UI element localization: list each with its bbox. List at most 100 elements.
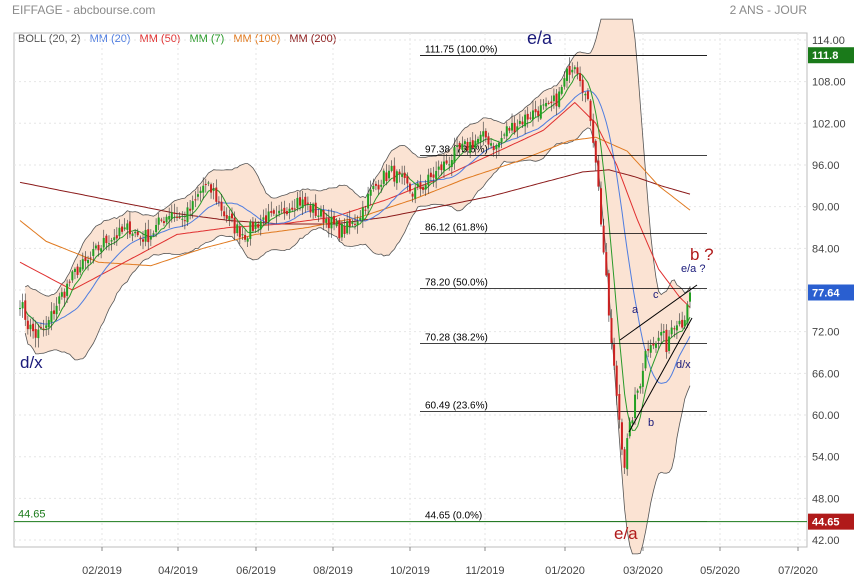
- y-tick-label: 96.00: [812, 160, 840, 172]
- candle-body: [228, 216, 231, 221]
- candle-body: [191, 201, 194, 210]
- candle-body: [299, 197, 302, 206]
- candle: [563, 71, 566, 90]
- candle-body: [270, 211, 273, 213]
- candle-body: [267, 211, 270, 222]
- candle-body: [152, 233, 155, 235]
- candle: [408, 182, 411, 194]
- candle-body: [550, 101, 553, 104]
- candle-body: [84, 257, 87, 262]
- candle-body: [121, 226, 124, 232]
- candle: [79, 260, 82, 276]
- candle: [325, 213, 328, 228]
- candle: [147, 219, 150, 250]
- candle: [594, 139, 597, 171]
- candle-body: [668, 336, 671, 351]
- candle: [60, 287, 63, 300]
- fib-level-label: 97.38 (73.6%): [425, 144, 488, 155]
- candle-body: [142, 239, 145, 242]
- candle: [333, 211, 336, 231]
- candle: [113, 229, 116, 246]
- candle-body: [594, 140, 597, 163]
- candle-body: [157, 217, 160, 225]
- candle-body: [238, 226, 241, 238]
- candle-body: [155, 224, 158, 233]
- candle: [230, 207, 233, 223]
- candle: [372, 178, 375, 192]
- x-tick-label: 07/2020: [778, 565, 818, 577]
- candle: [364, 205, 367, 215]
- fibonacci-levels: 111.75 (100.0%) 97.38 (73.6%) 86.12 (61.8%…: [14, 45, 807, 523]
- candle: [461, 136, 464, 152]
- candle-body: [73, 268, 76, 272]
- candle-body: [416, 183, 419, 187]
- candle-body: [278, 210, 281, 214]
- candle-body: [21, 302, 24, 309]
- candle: [605, 242, 608, 278]
- fib-level-label: 78.20 (50.0%): [425, 278, 488, 289]
- candle-body: [225, 215, 228, 219]
- candle: [155, 218, 158, 238]
- candle-body: [37, 329, 40, 339]
- candle-body: [458, 142, 461, 150]
- fib-level-label: 111.75 (100.0%): [425, 45, 497, 56]
- x-tick-label: 03/2020: [623, 565, 663, 577]
- candle-body: [686, 304, 689, 323]
- candle: [623, 446, 626, 475]
- candle: [304, 192, 307, 213]
- candle-body: [403, 172, 406, 179]
- candle: [87, 255, 90, 271]
- bollinger-bands: [24, 18, 691, 555]
- candle: [189, 200, 192, 220]
- candle: [607, 269, 610, 322]
- candle-body: [89, 257, 92, 259]
- candle: [32, 317, 35, 339]
- candle-body: [220, 201, 223, 211]
- candle: [97, 241, 100, 257]
- candle: [50, 302, 53, 331]
- candle-body: [356, 221, 359, 226]
- candle: [183, 211, 186, 230]
- candle-body: [505, 126, 508, 137]
- candle: [176, 206, 179, 221]
- candle: [508, 126, 511, 134]
- candle-body: [168, 216, 171, 220]
- candle: [343, 218, 346, 238]
- candle: [411, 191, 414, 203]
- candle: [335, 218, 338, 228]
- candle-body: [113, 237, 116, 241]
- candle-body: [573, 67, 576, 70]
- candle-body: [19, 308, 21, 310]
- candle-body: [42, 328, 45, 330]
- candle: [539, 99, 542, 120]
- candle-body: [230, 213, 233, 219]
- candle-body: [262, 217, 265, 220]
- candle-body: [537, 110, 540, 116]
- candle: [657, 330, 660, 350]
- x-tick-label: 04/2019: [158, 565, 198, 577]
- candle-body: [665, 329, 668, 353]
- candle-body: [602, 225, 605, 253]
- candle-body: [372, 186, 375, 190]
- candle: [393, 157, 396, 187]
- bollinger-band-area: [25, 19, 690, 554]
- candle-body: [194, 199, 197, 201]
- candle-body: [81, 259, 84, 270]
- candle: [160, 217, 163, 223]
- candle-body: [419, 182, 422, 190]
- candle-body: [139, 237, 142, 240]
- candle: [210, 182, 213, 199]
- candle-body: [414, 187, 417, 199]
- y-tick-label: 42.00: [812, 535, 840, 547]
- candle-body: [199, 190, 202, 193]
- x-tick-label: 10/2019: [390, 565, 430, 577]
- candle: [170, 204, 173, 223]
- candle: [440, 161, 443, 176]
- candle: [181, 211, 184, 227]
- candle: [398, 169, 401, 183]
- candle-body: [296, 197, 299, 209]
- candle: [257, 221, 260, 233]
- candle-body: [377, 184, 380, 190]
- candle-body: [280, 209, 283, 211]
- candle: [223, 205, 226, 220]
